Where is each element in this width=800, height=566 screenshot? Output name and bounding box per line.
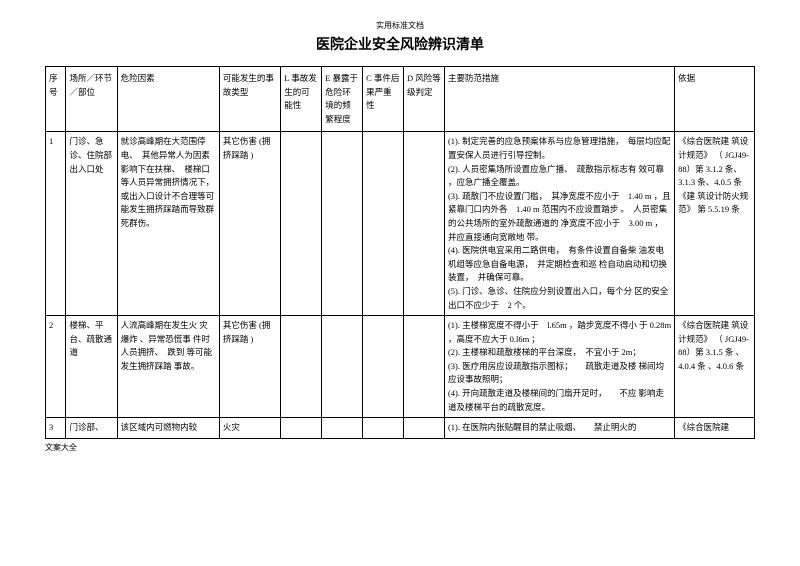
cell-basis: 《综合医院建 筑设计规范》 （ JGJ49-88）第 3.1.5 条 、 4.0… <box>675 316 755 418</box>
col-basis: 依据 <box>675 67 755 132</box>
cell-risk: 该区域内可燃物内较 <box>117 418 219 439</box>
cell-risk: 就诊高峰期在大范围停电、 其他异常人为因素影响下在扶梯、 楼梯口等人员异常拥挤情… <box>117 132 219 316</box>
col-c: C 事件后果严重性 <box>363 67 404 132</box>
col-measures: 主要防范措施 <box>444 67 674 132</box>
col-e: E 暴露于危险环境的频繁程度 <box>322 67 363 132</box>
page-title: 医院企业安全风险辨识清单 <box>45 34 755 54</box>
cell-place: 门诊部、 <box>66 418 117 439</box>
cell-risk: 人流高峰期在发生火 灾爆炸 、异常恐慌事 件时人员拥挤、 跌到 等可能发生拥挤踩… <box>117 316 219 418</box>
cell-measures: (1). 主楼梯宽度不得小于 l.65m ，踏步宽度不得小 于 0.28m ，高… <box>444 316 674 418</box>
col-risk: 危险因素 <box>117 67 219 132</box>
table-row: 2 楼梯、平台、疏散通道 人流高峰期在发生火 灾爆炸 、异常恐慌事 件时人员拥挤… <box>46 316 755 418</box>
doc-footer: 文案大全 <box>0 439 800 453</box>
col-place: 场所／环节／部位 <box>66 67 117 132</box>
col-no: 序号 <box>46 67 66 132</box>
table-row: 1 门诊、急诊、住院部出入口处 就诊高峰期在大范围停电、 其他异常人为因素影响下… <box>46 132 755 316</box>
cell-place: 楼梯、平台、疏散通道 <box>66 316 117 418</box>
cell-basis: 《综合医院建 <box>675 418 755 439</box>
cell-type: 火灾 <box>219 418 280 439</box>
cell-type: 其它伤害 (拥挤踩踏 ) <box>219 132 280 316</box>
cell-type: 其它伤害 (拥挤踩踏 ) <box>219 316 280 418</box>
cell-place: 门诊、急诊、住院部出入口处 <box>66 132 117 316</box>
cell-no: 2 <box>46 316 66 418</box>
cell-no: 1 <box>46 132 66 316</box>
table-row: 3 门诊部、 该区域内可燃物内较 火灾 (1). 在医院内张贴醒目的禁止吸烟、 … <box>46 418 755 439</box>
doc-header: 实用标准文档 <box>45 20 755 31</box>
col-type: 可能发生的事故类型 <box>219 67 280 132</box>
cell-no: 3 <box>46 418 66 439</box>
risk-table: 序号 场所／环节／部位 危险因素 可能发生的事故类型 L 事故发生的可能性 E … <box>45 66 755 439</box>
col-l: L 事故发生的可能性 <box>281 67 322 132</box>
cell-basis: 《综合医院建 筑设计规范》 （ JGJ49-88）第 3.1.2 条、 3.1.… <box>675 132 755 316</box>
cell-measures: (1). 在医院内张贴醒目的禁止吸烟、 禁止明火的 <box>444 418 674 439</box>
cell-measures: (1). 制定完善的应急预案体系与应急管理措施， 每层均应配置安保人员进行引导控… <box>444 132 674 316</box>
col-d: D 风险等级判定 <box>404 67 445 132</box>
